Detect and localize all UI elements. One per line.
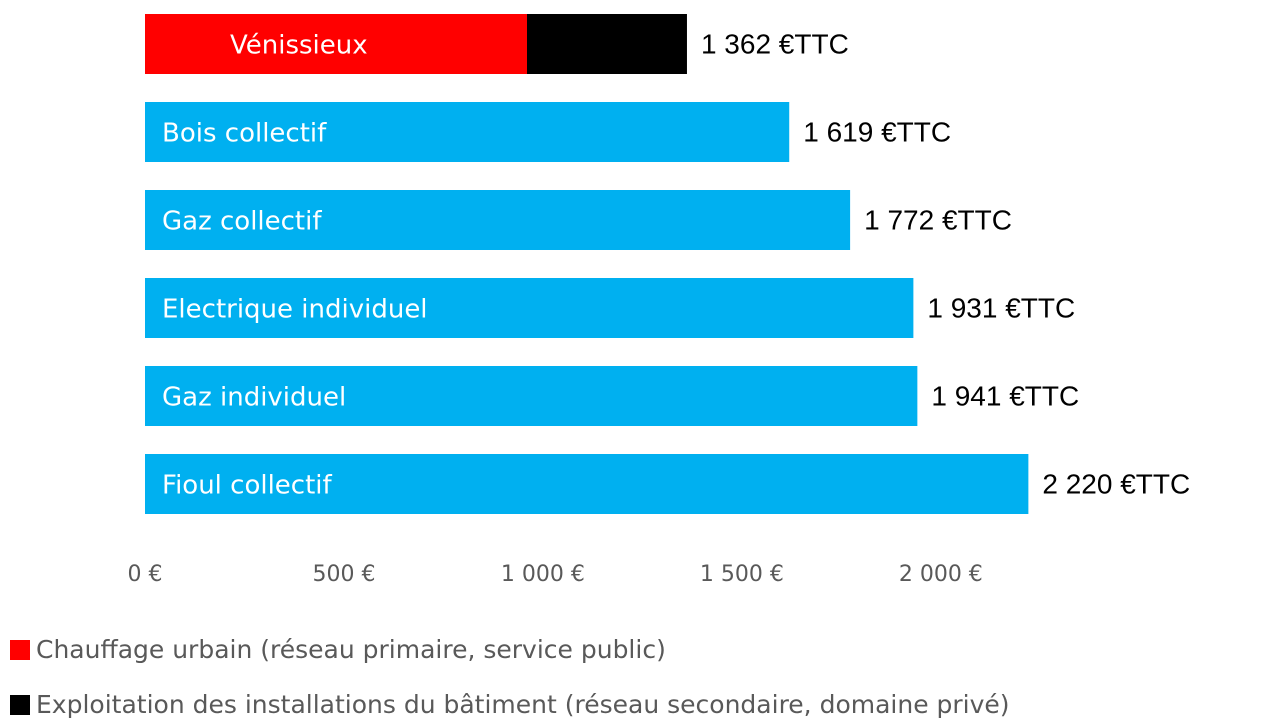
value-label: 1 362 €TTC bbox=[701, 28, 849, 59]
legend-swatch bbox=[10, 695, 30, 715]
bar-segment bbox=[145, 454, 1029, 514]
bar-segment bbox=[145, 278, 914, 338]
value-label: 1 619 €TTC bbox=[803, 116, 951, 147]
value-label: 1 772 €TTC bbox=[864, 204, 1012, 235]
value-label: 1 931 €TTC bbox=[927, 292, 1075, 323]
x-tick-label: 1 000 € bbox=[501, 562, 585, 587]
x-tick-label: 1 500 € bbox=[700, 562, 784, 587]
value-label: 2 220 €TTC bbox=[1042, 468, 1190, 499]
bar-segment bbox=[145, 102, 790, 162]
x-tick-label: 0 € bbox=[128, 562, 163, 587]
legend-label: Chauffage urbain (réseau primaire, servi… bbox=[36, 635, 666, 664]
legend-swatch bbox=[10, 640, 30, 660]
bar-segment bbox=[145, 366, 918, 426]
value-label: 1 941 €TTC bbox=[931, 380, 1079, 411]
legend-label: Exploitation des installations du bâtime… bbox=[36, 690, 1010, 719]
bar-label: Electrique individuel bbox=[162, 295, 428, 325]
bar-segment bbox=[145, 14, 527, 74]
bar-label: Vénissieux bbox=[230, 31, 368, 61]
bar-label: Gaz individuel bbox=[162, 383, 346, 413]
bar-label: Gaz collectif bbox=[162, 207, 322, 237]
bar-label: Bois collectif bbox=[162, 119, 327, 149]
bar-segment bbox=[145, 190, 851, 250]
bar-label: Fioul collectif bbox=[162, 471, 333, 501]
bar-segment bbox=[527, 14, 687, 74]
x-tick-label: 2 000 € bbox=[899, 562, 983, 587]
x-tick-label: 500 € bbox=[312, 562, 375, 587]
